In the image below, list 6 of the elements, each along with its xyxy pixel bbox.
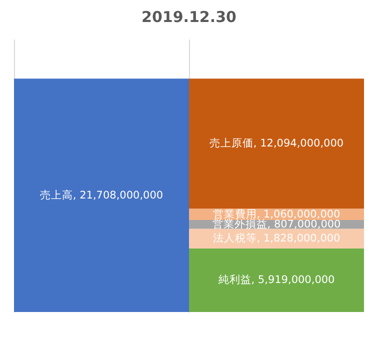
data-label: 純利益, 5,919,000,000 bbox=[218, 273, 335, 286]
data-label: 法人税等, 1,828,000,000 bbox=[212, 232, 340, 245]
data-label: 売上原価, 12,094,000,000 bbox=[209, 136, 344, 150]
chart-title: 2019.12.30 bbox=[142, 8, 236, 26]
data-label: 営業費用, 1,060,000,000 bbox=[212, 207, 340, 220]
data-label: 売上高, 21,708,000,000 bbox=[40, 188, 164, 202]
